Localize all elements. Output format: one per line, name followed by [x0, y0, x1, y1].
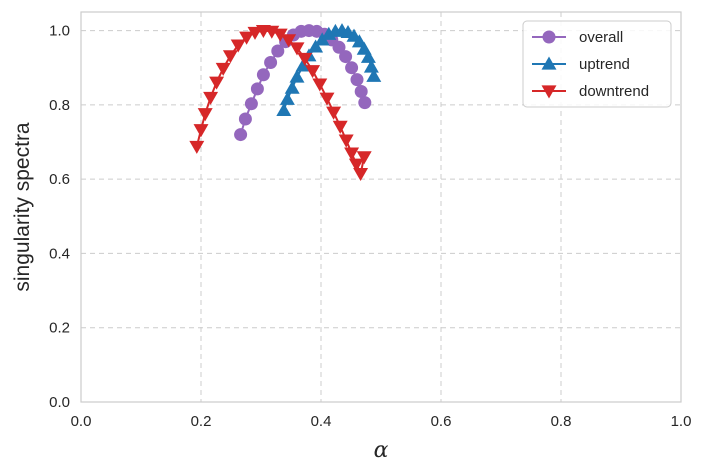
downtrend-point — [239, 31, 255, 45]
y-tick-label: 0.2 — [49, 320, 70, 337]
series-downtrend — [189, 24, 372, 182]
overall-point — [271, 44, 285, 58]
overall-point — [332, 40, 346, 54]
y-axis-label: singularity spectra — [11, 122, 34, 292]
legend-marker — [541, 56, 557, 70]
uptrend-point — [276, 102, 292, 117]
downtrend-point — [312, 78, 328, 92]
downtrend-point — [356, 151, 372, 165]
overall-point — [345, 61, 359, 75]
x-tick-label: 0.6 — [431, 413, 452, 430]
downtrend-point — [326, 106, 342, 120]
downtrend-point — [338, 134, 354, 148]
downtrend-point — [353, 167, 369, 182]
legend-item-overall: overall — [532, 29, 623, 46]
downtrend-point — [247, 26, 263, 40]
downtrend-point — [197, 108, 213, 122]
y-axis-ticks: 0.0 0.2 0.4 0.6 0.8 1.0 — [49, 23, 70, 411]
legend-label: uptrend — [579, 56, 630, 73]
y-tick-label: 0.6 — [49, 171, 70, 188]
legend-item-uptrend: uptrend — [532, 56, 630, 73]
overall-point — [238, 112, 252, 126]
overall-point — [358, 96, 372, 110]
x-tick-label: 0.2 — [191, 413, 212, 430]
uptrend-point — [279, 91, 295, 105]
downtrend-point — [348, 158, 364, 172]
downtrend-point — [332, 120, 348, 134]
downtrend-point — [305, 65, 321, 79]
legend-item-downtrend: downtrend — [532, 83, 649, 100]
downtrend-point — [203, 91, 219, 105]
x-axis-label: α — [374, 438, 389, 463]
uptrend-point — [284, 80, 300, 94]
series-layer — [189, 23, 382, 182]
series-overall — [234, 24, 372, 142]
legend-label: downtrend — [579, 83, 649, 100]
downtrend-point — [297, 52, 313, 66]
y-tick-label: 0.4 — [49, 245, 70, 262]
overall-point — [354, 84, 368, 98]
uptrend-point — [360, 49, 376, 63]
overall-point — [264, 56, 278, 70]
x-tick-label: 0.4 — [311, 413, 332, 430]
plot-frame — [80, 11, 682, 403]
legend-marker — [541, 85, 557, 99]
uptrend-point — [308, 39, 324, 53]
uptrend-point — [289, 69, 305, 83]
downtrend-point — [319, 92, 335, 106]
y-tick-label: 1.0 — [49, 23, 70, 40]
x-tick-label: 0.8 — [551, 413, 572, 430]
downtrend-point — [222, 50, 238, 64]
downtrend-point — [289, 42, 305, 56]
downtrend-point — [281, 34, 297, 48]
overall-point — [339, 50, 353, 64]
downtrend-point — [230, 39, 246, 53]
uptrend-point — [295, 58, 311, 72]
downtrend-point — [215, 62, 231, 76]
overall-point — [234, 128, 248, 142]
overall-point — [250, 82, 264, 96]
legend-marker — [542, 30, 556, 44]
uptrend-point — [366, 68, 382, 82]
downtrend-point — [193, 124, 209, 138]
legend-label: overall — [579, 29, 623, 46]
x-tick-label: 0.0 — [71, 413, 92, 430]
series-uptrend — [276, 23, 382, 117]
x-axis-ticks: 0.0 0.2 0.4 0.6 0.8 1.0 — [71, 413, 692, 430]
downtrend-point — [209, 76, 225, 90]
overall-point — [244, 97, 258, 111]
uptrend-point — [363, 59, 379, 73]
x-tick-label: 1.0 — [671, 413, 692, 430]
overall-point — [256, 68, 270, 82]
downtrend-point — [189, 140, 205, 154]
y-tick-label: 0.8 — [49, 97, 70, 114]
legend: overall uptrend downtrend — [522, 20, 672, 108]
downtrend-point — [272, 28, 288, 42]
overall-point — [350, 73, 364, 87]
downtrend-point — [344, 147, 360, 161]
y-tick-label: 0.0 — [49, 394, 70, 411]
legend-box — [522, 20, 672, 108]
